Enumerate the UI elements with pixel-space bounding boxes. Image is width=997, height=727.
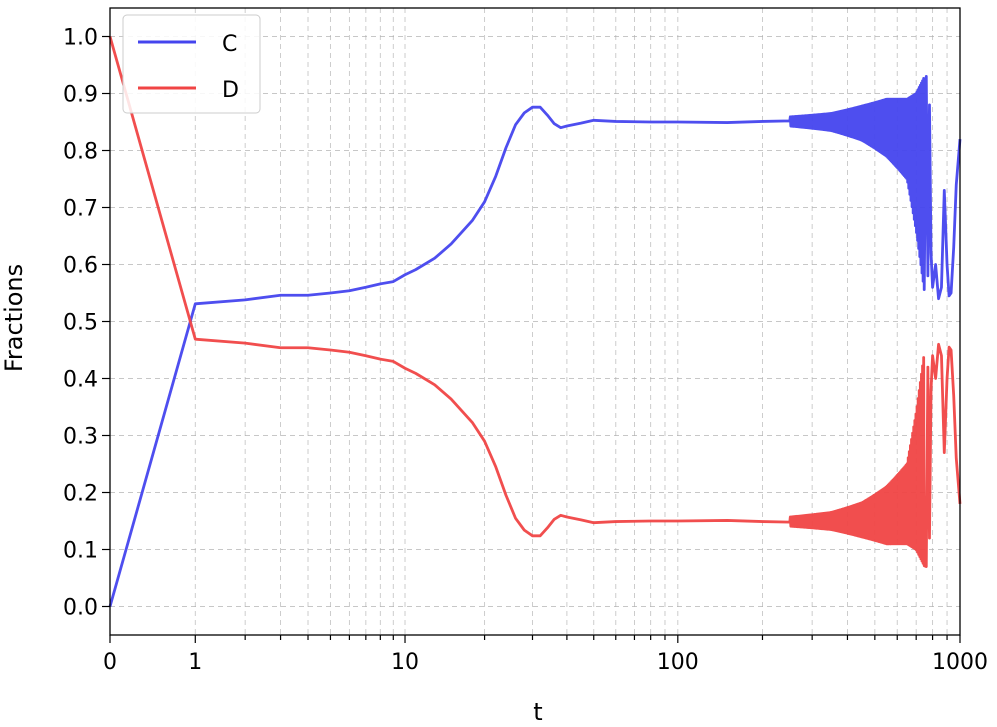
x-tick-label: 10 bbox=[391, 650, 419, 675]
x-axis-ticks: 0 1 10 100 1000 bbox=[103, 635, 988, 675]
y-tick-label: 0.5 bbox=[63, 311, 98, 336]
grid bbox=[109, 8, 961, 635]
y-tick-label: 0.7 bbox=[63, 197, 98, 222]
y-tick-label: 1.0 bbox=[63, 26, 98, 51]
x-axis-label: t bbox=[533, 698, 542, 726]
y-tick-label: 0.4 bbox=[63, 368, 98, 393]
y-axis-ticks: 0.0 0.1 0.2 0.3 0.4 0.5 0.6 0.7 0.8 0.9 1.0 bbox=[63, 26, 110, 621]
x-tick-label: 1 bbox=[188, 650, 202, 675]
legend-label-D: D bbox=[222, 78, 239, 103]
y-tick-label: 0.9 bbox=[63, 83, 98, 108]
legend-label-C: C bbox=[222, 32, 237, 57]
legend-box bbox=[122, 14, 261, 114]
y-tick-label: 0.8 bbox=[63, 140, 98, 165]
x-tick-label: 0 bbox=[103, 650, 117, 675]
y-tick-label: 0.0 bbox=[63, 596, 98, 621]
y-axis-label: Fractions bbox=[0, 264, 28, 372]
y-tick-label: 0.2 bbox=[63, 482, 98, 507]
series-line-D bbox=[108, 36, 962, 568]
y-tick-label: 0.3 bbox=[63, 425, 98, 450]
series-line-C bbox=[108, 75, 962, 607]
y-tick-label: 0.6 bbox=[63, 254, 98, 279]
x-tick-label: 1000 bbox=[932, 650, 988, 675]
y-tick-label: 0.1 bbox=[63, 539, 98, 564]
x-tick-label: 100 bbox=[657, 650, 699, 675]
series-lines bbox=[108, 36, 962, 607]
legend: CD bbox=[122, 14, 261, 114]
